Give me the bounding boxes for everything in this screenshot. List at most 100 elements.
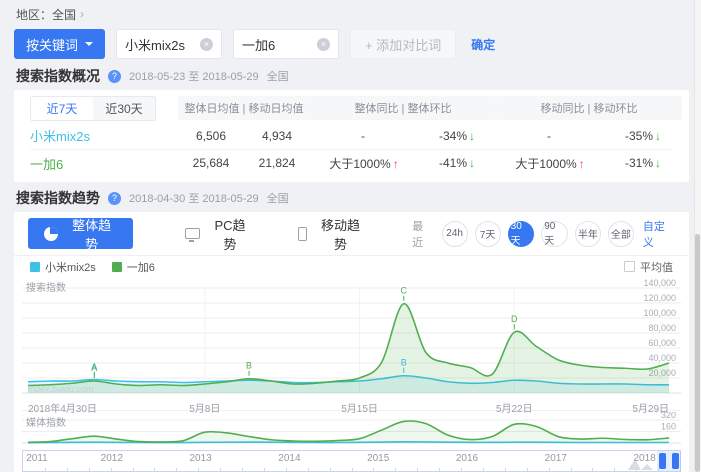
- timeline-tick: [110, 468, 112, 471]
- checkbox-icon: [624, 261, 635, 272]
- recent-label: 最近: [412, 220, 424, 249]
- timeline-tick: [526, 468, 528, 471]
- keyword-input-2[interactable]: 一加6 ×: [233, 29, 340, 59]
- keyword-controls: 按关键词 小米mix2s × 一加6 × + 添加对比词 确定: [0, 22, 701, 60]
- timeline-year-label: 2016: [455, 453, 479, 464]
- mobile-mom: -35%: [624, 128, 653, 143]
- mobile-yoy: -: [547, 128, 551, 143]
- overall-daily-avg: 25,684: [192, 156, 230, 170]
- column-header-overall-ratio: 整体同比 | 整体环比: [310, 96, 496, 120]
- keyword-link[interactable]: 一加6: [30, 156, 64, 172]
- range-half-year[interactable]: 半年: [574, 220, 601, 247]
- overview-card: 近7天 近30天 整体日均值 | 移动日均值 整体同比 | 整体环比 移动同比 …: [14, 90, 689, 182]
- svg-text:D: D: [511, 314, 518, 324]
- clear-keyword-icon[interactable]: ×: [200, 37, 214, 51]
- timeline-year-label: 2017: [544, 453, 567, 464]
- x-axis-labels: 2018年4月30日 5月8日 5月15日 5月22日 5月29日: [22, 399, 681, 415]
- svg-text:120,000: 120,000: [644, 293, 676, 303]
- timeline-tick: [417, 468, 419, 471]
- slider-handle-left[interactable]: [659, 453, 666, 469]
- svg-text:20,000: 20,000: [649, 368, 676, 378]
- range-all[interactable]: 全部: [607, 220, 634, 247]
- timeline-tick: [439, 468, 441, 471]
- page-title: 搜索指数概况: [16, 68, 100, 84]
- range-90d[interactable]: 90天: [541, 220, 568, 247]
- region-label: 地区：全国: [16, 7, 77, 22]
- range-custom[interactable]: 自定义: [642, 220, 665, 249]
- page-scrollbar: [694, 0, 701, 472]
- tab-mobile-trend[interactable]: 移动趋势: [297, 215, 366, 253]
- trend-arrow: ↑: [578, 156, 585, 171]
- legend-swatch: [111, 261, 122, 272]
- overall-mom: -34%: [438, 128, 467, 143]
- timeline-tick: [570, 468, 572, 471]
- timeline-tick: [636, 468, 638, 471]
- timeline-tick: [504, 468, 506, 471]
- keyword-link[interactable]: 小米mix2s: [30, 129, 90, 144]
- trend-region: 全国: [266, 193, 289, 205]
- mobile-daily-avg: 21,824: [258, 156, 296, 170]
- overview-date-range: 2018-05-23 至 2018-05-29: [129, 71, 259, 83]
- average-checkbox[interactable]: 平均值: [624, 259, 673, 275]
- x-axis-label: 5月29日: [632, 404, 670, 415]
- trend-arrow: ↓: [469, 156, 475, 170]
- data-preview-silhouette: [610, 459, 656, 470]
- legend-item-oneplus[interactable]: 一加6: [111, 259, 155, 275]
- overall-yoy: -: [361, 128, 365, 143]
- watermark: index.baidu.com: [28, 384, 94, 394]
- timeline-tick: [351, 468, 353, 471]
- svg-text:100,000: 100,000: [644, 308, 676, 318]
- chart-legend: 小米mix2s 一加6 平均值: [14, 256, 689, 277]
- timeline-tick: [307, 468, 309, 471]
- timeline-tick: [263, 468, 265, 471]
- overall-daily-avg: 6,506: [195, 128, 227, 143]
- table-row: 一加6 25,684 21,824 大于1000% ↑ -41% ↓ 大于1000%…: [30, 149, 673, 176]
- region-selector[interactable]: 地区：全国 ›: [0, 0, 701, 22]
- trend-arrow: ↓: [655, 156, 661, 170]
- help-icon[interactable]: ?: [108, 191, 121, 205]
- timeline-tick: [132, 468, 134, 471]
- svg-text:C: C: [401, 286, 408, 296]
- svg-text:60,000: 60,000: [649, 338, 676, 348]
- time-range-selector: 最近 24h 7天 30天 90天 半年 全部 自定义: [412, 218, 675, 250]
- legend-item-xiaomi[interactable]: 小米mix2s: [30, 259, 96, 275]
- keyword-input-1[interactable]: 小米mix2s ×: [116, 29, 223, 59]
- media-index-chart: 媒体指数 160 320: [22, 412, 681, 446]
- tab-pc-trend[interactable]: PC趋势: [185, 215, 251, 253]
- tab-last-7-days[interactable]: 近7天: [31, 96, 93, 120]
- range-30d[interactable]: 30天: [507, 220, 535, 247]
- tab-overall-trend[interactable]: 整体趋势: [28, 218, 134, 252]
- range-7d[interactable]: 7天: [474, 220, 501, 247]
- overall-mom: -41%: [438, 156, 467, 170]
- timeline-tick: [373, 468, 375, 471]
- overview-section-title: 搜索指数概况 ? 2018-05-23 至 2018-05-29 全国: [0, 60, 701, 90]
- timeline-tick: [482, 468, 484, 471]
- help-icon[interactable]: ?: [108, 69, 121, 83]
- timeline-tick: [66, 468, 68, 471]
- clear-keyword-icon[interactable]: ×: [317, 37, 331, 51]
- phone-icon: [297, 226, 307, 241]
- period-tabs: 近7天 近30天: [30, 95, 156, 121]
- trend-arrow: ↑: [392, 156, 399, 171]
- timeline-year-label: 2018: [633, 453, 656, 464]
- confirm-button[interactable]: 确定: [471, 37, 496, 52]
- range-24h[interactable]: 24h: [441, 220, 468, 247]
- x-axis-label: 2018年4月30日: [27, 404, 97, 415]
- timeline-slider[interactable]: 2011 2012 2013 2014 2015 2016 2017 2018: [22, 450, 681, 472]
- timeline-tick: [285, 468, 287, 471]
- timeline-tick: [242, 468, 243, 471]
- by-keyword-button[interactable]: 按关键词: [14, 29, 106, 59]
- monitor-icon: [185, 228, 201, 242]
- caret-down-icon: [85, 42, 94, 50]
- trend-card: 整体趋势 PC趋势 移动趋势 最近 24h 7天 30天 90天 半年 全部 自…: [14, 212, 689, 472]
- tab-last-30-days[interactable]: 近30天: [93, 96, 155, 120]
- pie-chart-icon: [44, 226, 58, 241]
- column-header-mobile-ratio: 移动同比 | 移动环比: [496, 96, 682, 120]
- scrollbar-thumb[interactable]: [695, 234, 700, 472]
- timeline-tick: [548, 468, 550, 471]
- svg-text:A: A: [91, 363, 97, 373]
- slider-handle-right[interactable]: [672, 453, 679, 469]
- add-compare-keyword-button[interactable]: + 添加对比词: [350, 29, 457, 59]
- timeline-tick: [461, 468, 462, 471]
